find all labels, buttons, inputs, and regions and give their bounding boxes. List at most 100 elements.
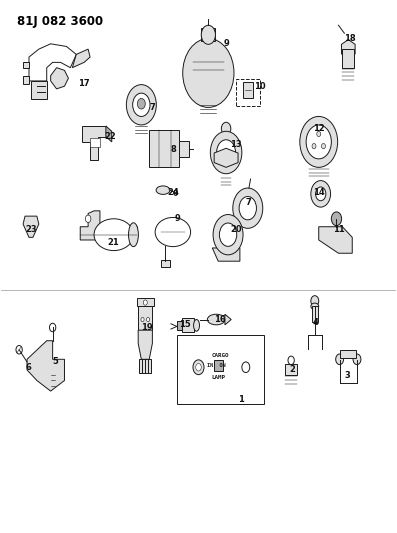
Circle shape — [311, 181, 331, 207]
Polygon shape — [82, 126, 106, 160]
Text: 5: 5 — [53, 358, 58, 367]
Circle shape — [322, 143, 326, 149]
Polygon shape — [106, 126, 112, 142]
Text: 1: 1 — [238, 394, 244, 403]
Circle shape — [141, 317, 144, 321]
Text: 81J 082 3600: 81J 082 3600 — [17, 14, 103, 28]
Text: 10: 10 — [254, 82, 265, 91]
Circle shape — [196, 364, 201, 371]
Text: 4: 4 — [313, 318, 319, 327]
Polygon shape — [23, 216, 39, 237]
Circle shape — [213, 215, 243, 255]
Polygon shape — [138, 330, 152, 359]
Circle shape — [222, 122, 231, 135]
Text: 15: 15 — [179, 320, 191, 329]
Circle shape — [183, 38, 234, 108]
Circle shape — [16, 345, 22, 354]
Bar — [179, 141, 189, 157]
Circle shape — [353, 354, 361, 365]
Circle shape — [306, 125, 331, 159]
Text: 16: 16 — [214, 315, 226, 324]
Bar — [342, 49, 354, 68]
Text: CARGO: CARGO — [212, 352, 229, 358]
Text: IN  ON: IN ON — [207, 363, 225, 368]
Bar — [90, 138, 100, 147]
Text: 13: 13 — [230, 140, 242, 149]
Text: 11: 11 — [333, 225, 344, 234]
Bar — [138, 306, 152, 330]
Circle shape — [220, 223, 237, 246]
Polygon shape — [72, 49, 90, 68]
Text: 8: 8 — [171, 146, 177, 155]
Circle shape — [173, 190, 177, 196]
Circle shape — [336, 354, 343, 365]
Ellipse shape — [156, 186, 170, 195]
Bar — [177, 335, 264, 405]
Polygon shape — [225, 314, 231, 325]
Bar — [149, 130, 179, 167]
Circle shape — [239, 197, 256, 220]
Text: 23: 23 — [25, 225, 37, 234]
Ellipse shape — [129, 223, 139, 247]
Circle shape — [133, 93, 150, 116]
Text: 9: 9 — [175, 214, 181, 223]
Text: 6: 6 — [25, 363, 31, 372]
Polygon shape — [29, 44, 76, 81]
Polygon shape — [23, 76, 29, 84]
Polygon shape — [341, 39, 355, 59]
Text: 24: 24 — [167, 188, 179, 197]
Circle shape — [331, 212, 341, 225]
Circle shape — [210, 131, 242, 174]
Text: 19: 19 — [141, 323, 153, 332]
Circle shape — [137, 99, 145, 109]
Bar — [182, 318, 194, 332]
Circle shape — [288, 356, 294, 365]
Text: 21: 21 — [108, 238, 119, 247]
Polygon shape — [51, 68, 68, 89]
Ellipse shape — [194, 319, 199, 331]
Circle shape — [146, 317, 150, 321]
Circle shape — [126, 85, 156, 125]
Bar — [139, 359, 151, 373]
Text: LAMP: LAMP — [211, 375, 225, 381]
Polygon shape — [31, 81, 47, 100]
Circle shape — [317, 131, 321, 136]
Bar — [243, 82, 252, 98]
Text: 22: 22 — [104, 132, 116, 141]
Circle shape — [50, 323, 56, 332]
Polygon shape — [137, 298, 154, 306]
Text: 7: 7 — [149, 103, 155, 112]
Bar — [161, 260, 170, 266]
Text: 9: 9 — [224, 39, 230, 49]
Bar — [340, 350, 356, 358]
Text: 14: 14 — [313, 188, 325, 197]
Ellipse shape — [155, 217, 191, 247]
Circle shape — [217, 140, 235, 165]
Bar — [236, 79, 260, 106]
Text: 20: 20 — [230, 225, 242, 234]
Polygon shape — [23, 62, 29, 68]
Bar — [285, 364, 297, 375]
Circle shape — [312, 143, 316, 149]
Circle shape — [143, 300, 147, 305]
Polygon shape — [27, 341, 64, 391]
Circle shape — [242, 362, 250, 373]
Ellipse shape — [207, 314, 225, 325]
Circle shape — [193, 360, 204, 375]
Text: 18: 18 — [344, 34, 356, 43]
Circle shape — [300, 116, 338, 167]
Polygon shape — [214, 148, 238, 167]
Bar — [177, 320, 182, 330]
Text: 7: 7 — [246, 198, 252, 207]
Circle shape — [233, 188, 263, 228]
Polygon shape — [212, 248, 240, 261]
Ellipse shape — [311, 303, 319, 310]
Polygon shape — [80, 211, 137, 240]
Bar — [201, 28, 216, 41]
Text: 3: 3 — [344, 370, 350, 379]
Circle shape — [316, 187, 326, 201]
Bar — [214, 360, 223, 371]
Ellipse shape — [94, 219, 133, 251]
Circle shape — [201, 25, 216, 44]
Text: 12: 12 — [313, 124, 325, 133]
